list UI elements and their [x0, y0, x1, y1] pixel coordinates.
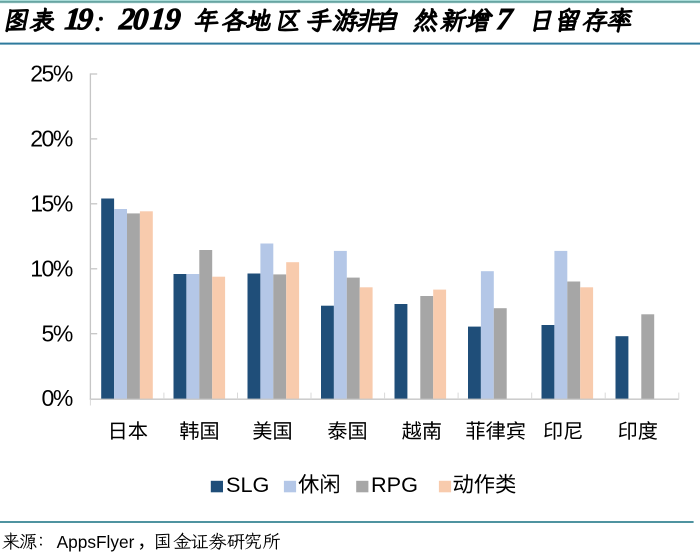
svg-text:25%: 25%	[30, 61, 73, 87]
svg-text:10%: 10%	[30, 255, 73, 281]
svg-text:SLG: SLG	[226, 472, 269, 497]
svg-text:20%: 20%	[30, 126, 73, 152]
svg-text:RPG: RPG	[371, 472, 418, 497]
svg-text:0%: 0%	[42, 385, 73, 411]
svg-text:AppsFlyer: AppsFlyer	[57, 532, 135, 552]
svg-text:5%: 5%	[42, 320, 73, 346]
svg-text:15%: 15%	[30, 190, 73, 216]
